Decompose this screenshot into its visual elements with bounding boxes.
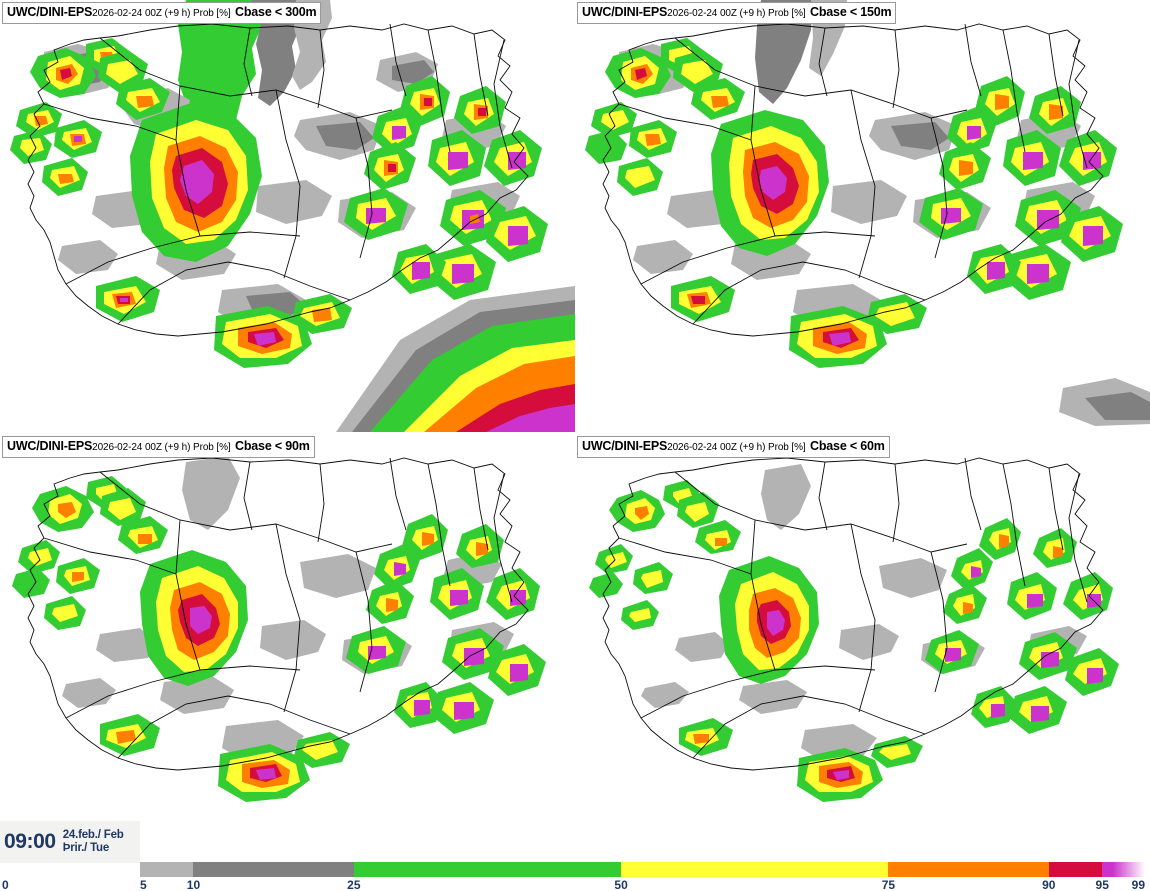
probability-map-150m [575,0,1150,432]
colorbar-ticks: 5 10 25 50 75 90 95 99 [0,878,1150,891]
panel-model-label: UWC/DINI-EPS [7,5,93,19]
panel-run-label: 2026-02-24 00Z (+9 h) Prob [%] [92,8,231,19]
colorbar-tick-75: 75 [881,878,896,891]
coastline-overlay [27,23,529,337]
valid-date-label: 24.feb./ Feb [62,829,124,842]
prob-central-core [719,556,819,684]
colorbar-segment-magenta [1102,862,1145,877]
panel-field-label: Cbase < 300m [235,5,317,19]
panel-title-chip: UWC/DINI-EPS2026-02-24 00Z (+9 h) Prob [… [577,436,890,458]
prob-nw-fjords [10,38,170,196]
prob-east-fjords [344,76,548,300]
panel-run-label: 2026-02-24 00Z (+9 h) Prob [%] [92,442,231,453]
colorbar-segment-orange [888,862,1049,877]
map-panel-cbase-150m[interactable]: UWC/DINI-EPS2026-02-24 00Z (+9 h) Prob [… [575,0,1150,432]
colorbar-segment-yellow [621,862,889,877]
panel-title-chip: UWC/DINI-EPS2026-02-24 00Z (+9 h) Prob [… [577,2,897,24]
valid-time-widget: 09:00 24.feb./ Feb Þrir./ Tue [0,821,140,863]
colorbar-tick-99: 99 [1131,878,1145,891]
probability-map-90m [0,434,575,866]
colorbar-tick-95: 95 [1095,878,1109,891]
prob-south-coast [100,714,350,802]
prob-south-coast [96,276,352,368]
map-panel-cbase-90m[interactable]: UWC/DINI-EPS2026-02-24 00Z (+9 h) Prob [… [0,434,575,866]
panel-run-label: 2026-02-24 00Z (+9 h) Prob [%] [667,442,806,453]
colorbar-segment-crimson [1048,862,1103,877]
prob-se-frontal-band [336,286,575,432]
panel-title-chip: UWC/DINI-EPS2026-02-24 00Z (+9 h) Prob [… [2,2,322,24]
colorbar-zero-label: 0 [2,878,9,891]
coastline-overlay [602,457,1104,771]
colorbar-tick-50: 50 [614,878,628,891]
probability-colorbar[interactable]: 0 5 10 25 50 75 90 95 99 [0,860,1150,891]
colorbar-segment-dark-grey [193,862,354,877]
prob-central-core [711,110,829,256]
coastline-overlay [27,457,529,771]
prob-south-coast [679,718,923,802]
colorbar-segment-light-grey [140,862,194,877]
colorbar-tick-90: 90 [1042,878,1056,891]
panel-model-label: UWC/DINI-EPS [582,5,668,19]
colorbar-gradient [140,862,1145,877]
prob-central-core [130,104,262,262]
panel-field-label: Cbase < 90m [235,439,310,453]
probability-map-60m [575,434,1150,866]
valid-date-block: 24.feb./ Feb Þrir./ Tue [63,829,124,855]
valid-time-clock: 09:00 [4,830,56,853]
prob-central-core [140,550,248,686]
colorbar-tick-25: 25 [347,878,361,891]
panel-run-label: 2026-02-24 00Z (+9 h) Prob [%] [667,8,806,19]
prob-nw-fjords [585,38,745,196]
map-panel-cbase-60m[interactable]: UWC/DINI-EPS2026-02-24 00Z (+9 h) Prob [… [575,434,1150,866]
map-panel-cbase-300m[interactable]: UWC/DINI-EPS2026-02-24 00Z (+9 h) Prob [… [0,0,575,432]
panel-model-label: UWC/DINI-EPS [582,439,668,453]
colorbar-tick-10: 10 [186,878,201,891]
valid-weekday-label: Þrir./ Tue [62,842,110,854]
colorbar-tick-5: 5 [140,878,147,891]
panel-field-label: Cbase < 150m [810,5,892,19]
probability-map-300m [0,0,575,432]
panel-model-label: UWC/DINI-EPS [7,439,93,453]
colorbar-segment-green [353,862,622,877]
panel-title-chip: UWC/DINI-EPS2026-02-24 00Z (+9 h) Prob [… [2,436,315,458]
prob-east-fjords [919,76,1123,300]
coastline-overlay [602,23,1104,337]
prob-nw-fjords [589,480,741,630]
panel-field-label: Cbase < 60m [810,439,885,453]
